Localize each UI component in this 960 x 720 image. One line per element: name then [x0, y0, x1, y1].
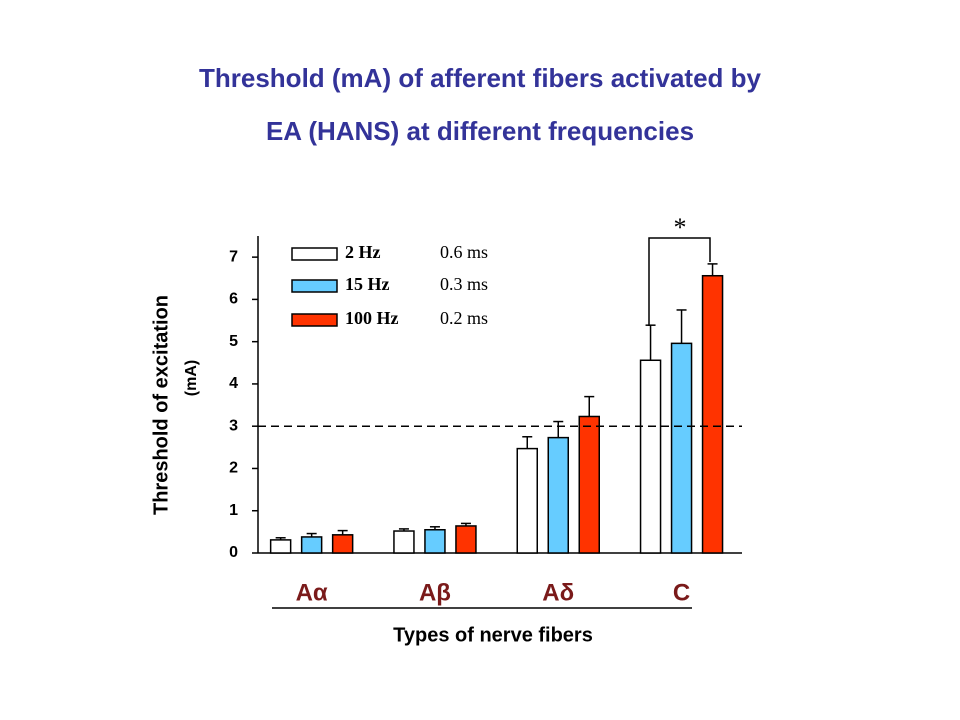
legend-pulse-width: 0.3 ms: [440, 274, 488, 294]
chart-title: Threshold (mA) of afferent fibers activa…: [199, 63, 762, 93]
legend-pulse-width: 0.2 ms: [440, 308, 488, 328]
bar: [455, 525, 477, 554]
y-tick-label: 5: [229, 333, 238, 350]
bar: [670, 342, 693, 554]
legend-label: 15 Hz: [345, 274, 390, 294]
legend-label: 2 Hz: [345, 242, 381, 262]
bar: [516, 447, 538, 554]
bar: [300, 536, 323, 554]
legend-label: 100 Hz: [345, 308, 399, 328]
bar: [393, 530, 415, 554]
bar: [639, 359, 662, 554]
x-axis-label: Types of nerve fibers: [393, 624, 593, 646]
legend-swatch: [291, 279, 338, 293]
bar: [331, 534, 354, 554]
legend-pulse-width: 0.6 ms: [440, 242, 488, 262]
y-tick-label: 1: [229, 502, 238, 519]
bar: [547, 436, 569, 554]
y-tick-label: 6: [229, 291, 238, 308]
bar: [578, 415, 600, 554]
y-axis-label: Threshold of excitation: [150, 295, 172, 515]
x-tick-label: Aα: [296, 579, 328, 606]
chart-title: EA (HANS) at different frequencies: [266, 116, 694, 146]
y-tick-label: 4: [229, 375, 238, 392]
x-tick-label: Aβ: [419, 579, 451, 606]
y-tick-label: 2: [229, 460, 238, 477]
significance-annotation: *: [674, 213, 687, 242]
bar: [701, 274, 724, 554]
bar: [269, 539, 292, 554]
y-axis-unit: (mA): [183, 360, 200, 396]
x-tick-label: Aδ: [542, 579, 574, 606]
y-tick-label: 3: [229, 417, 238, 434]
legend-swatch: [291, 247, 338, 261]
bar: [424, 529, 446, 554]
x-tick-label: C: [673, 579, 690, 606]
significance-bracket: [648, 237, 711, 326]
y-tick-label: 0: [229, 544, 238, 561]
legend-swatch: [291, 313, 338, 327]
y-tick-label: 7: [229, 248, 238, 265]
